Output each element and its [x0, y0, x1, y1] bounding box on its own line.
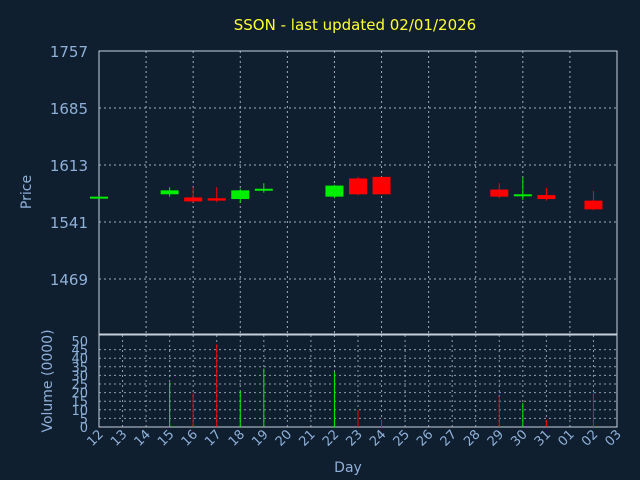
candle-body: [490, 189, 509, 197]
volume-tick-label: 20: [71, 387, 88, 402]
volume-tick-label: 35: [71, 361, 88, 376]
day-tick-label: 19: [249, 427, 271, 449]
day-tick-label: 26: [414, 427, 436, 449]
volume-tick-label: 45: [71, 344, 88, 359]
volume-axis-label: Volume (0000): [40, 329, 56, 432]
candle-body: [207, 198, 226, 201]
day-tick-label: 13: [108, 427, 130, 449]
day-tick-label: 01: [555, 427, 577, 449]
price-axis-label: Price: [19, 175, 35, 209]
price-tick-label: 1613: [50, 157, 88, 175]
volume-tick-label: 0: [80, 421, 88, 436]
price-tick-label: 1757: [50, 43, 88, 61]
day-tick-label: 25: [391, 427, 413, 449]
candle-body: [513, 194, 532, 197]
day-tick-label: 14: [132, 427, 154, 449]
day-tick-label: 22: [320, 427, 342, 449]
day-tick-label: 28: [461, 427, 483, 449]
candle-body: [372, 176, 391, 195]
day-tick-label: 20: [273, 427, 295, 449]
candle-body: [537, 195, 556, 200]
day-tick-label: 24: [367, 427, 389, 449]
candle-body: [325, 185, 344, 197]
price-tick-label: 1469: [50, 271, 88, 289]
candle-body: [90, 196, 108, 199]
day-tick-label: 27: [438, 427, 460, 449]
volume-tick-label: 10: [71, 404, 88, 419]
candle-body: [160, 190, 179, 195]
day-tick-label: 30: [508, 427, 530, 449]
day-tick-label: 15: [155, 427, 177, 449]
day-tick-label: 29: [485, 427, 507, 449]
day-tick-label: 17: [202, 427, 224, 449]
volume-tick-label: 25: [71, 378, 88, 393]
volume-tick-label: 30: [71, 369, 88, 384]
volume-tick-label: 50: [71, 335, 88, 350]
candle-body: [254, 188, 273, 191]
day-tick-label: 03: [603, 427, 625, 449]
day-axis-label: Day: [334, 460, 362, 476]
day-tick-label: 23: [344, 427, 366, 449]
candle-body: [349, 178, 367, 195]
volume-tick-label: 15: [71, 395, 88, 410]
volume-tick-label: 40: [71, 352, 88, 367]
price-panel-border: [98, 50, 618, 335]
day-tick-label: 16: [179, 427, 201, 449]
candle-body: [231, 190, 250, 200]
candle-body: [184, 197, 203, 202]
day-tick-label: 21: [296, 427, 318, 449]
price-tick-label: 1685: [50, 100, 88, 118]
day-tick-label: 31: [532, 427, 554, 449]
chart-title: SSON - last updated 02/01/2026: [234, 16, 476, 34]
volume-tick-label: 5: [80, 412, 88, 427]
day-tick-label: 18: [226, 427, 248, 449]
candle-body: [584, 200, 603, 210]
price-tick-label: 1541: [50, 214, 88, 232]
day-tick-label: 02: [579, 427, 601, 449]
